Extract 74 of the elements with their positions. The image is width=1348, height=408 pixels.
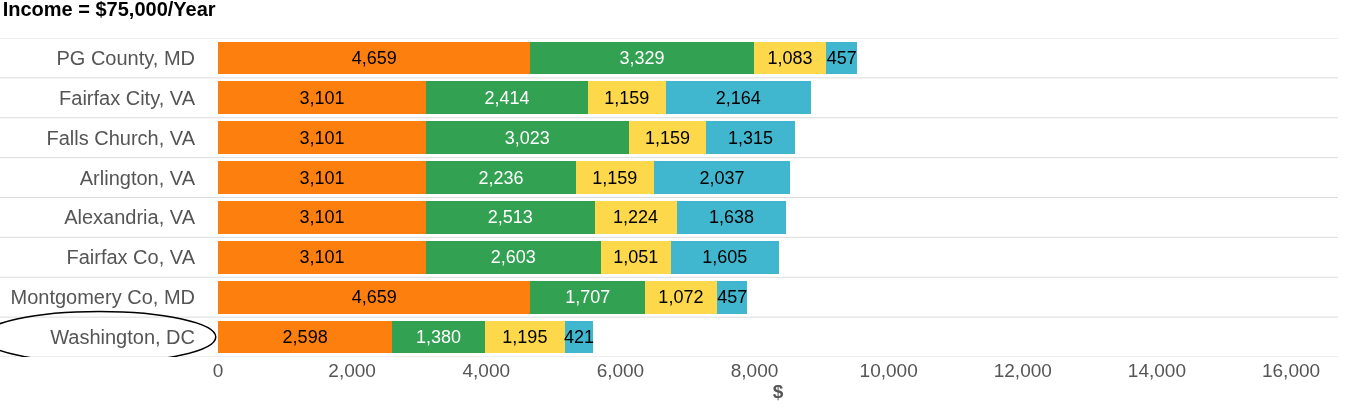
data-label: 1,159 xyxy=(604,87,650,108)
bar xyxy=(665,81,811,115)
bar xyxy=(425,240,601,274)
data-label: 1,083 xyxy=(767,47,813,68)
data-label: 1,159 xyxy=(645,127,691,148)
bar xyxy=(218,280,531,314)
y-tick-label: PG County, MD xyxy=(56,46,195,69)
data-label: 1,707 xyxy=(565,287,611,308)
bar xyxy=(594,201,677,234)
data-label: 2,598 xyxy=(282,327,328,348)
data-label: 3,101 xyxy=(299,247,345,268)
y-tick-label: Washington, DC xyxy=(50,326,195,349)
data-label: 1,159 xyxy=(592,167,638,188)
bar xyxy=(218,201,426,234)
chart-title: Income = $75,000/Year xyxy=(2,0,216,21)
y-tick-label: Montgomery Co, MD xyxy=(10,286,195,309)
x-tick-label: 8,000 xyxy=(730,360,779,381)
x-tick-label: 4,000 xyxy=(462,360,511,381)
y-tick-label: Arlington, VA xyxy=(79,166,196,189)
x-tick-label: 14,000 xyxy=(1127,360,1186,381)
bar xyxy=(676,201,787,234)
bar xyxy=(218,161,426,194)
y-tick-label: Alexandria, VA xyxy=(64,206,196,229)
data-label: 1,638 xyxy=(709,207,755,228)
x-tick-label: 6,000 xyxy=(596,360,645,381)
data-label: 3,101 xyxy=(299,127,345,148)
data-label: 2,037 xyxy=(699,167,745,188)
data-label: 2,236 xyxy=(478,167,524,188)
bar xyxy=(425,81,588,115)
bar xyxy=(218,240,426,274)
data-label: 3,101 xyxy=(299,167,345,188)
data-label: 1,195 xyxy=(502,327,548,348)
data-label: 2,164 xyxy=(715,87,761,108)
bar xyxy=(530,41,754,75)
bar xyxy=(530,280,645,314)
x-tick-label: 16,000 xyxy=(1261,360,1321,381)
x-tick-label: 12,000 xyxy=(993,360,1052,381)
data-label: 4,659 xyxy=(351,287,397,308)
x-tick-label: 0 xyxy=(212,360,224,381)
x-axis-title: $ xyxy=(772,381,784,402)
bar xyxy=(653,161,791,194)
data-label: 2,414 xyxy=(484,87,530,108)
data-label: 4,659 xyxy=(351,47,397,68)
bar xyxy=(218,121,426,155)
bar xyxy=(425,201,595,234)
data-label: 1,224 xyxy=(613,207,659,228)
bar xyxy=(425,161,576,194)
data-label: 2,513 xyxy=(487,207,533,228)
bar xyxy=(218,320,393,354)
bar xyxy=(587,81,666,115)
bar xyxy=(218,41,531,75)
y-tick-label: Falls Church, VA xyxy=(46,126,196,149)
bar xyxy=(644,280,717,314)
data-label: 3,023 xyxy=(504,127,550,148)
bar xyxy=(671,240,779,274)
data-label: 457 xyxy=(826,47,857,68)
data-label: 457 xyxy=(717,287,748,308)
data-label: 1,605 xyxy=(702,247,748,268)
data-label: 1,380 xyxy=(415,327,462,348)
y-tick-label: Fairfax City, VA xyxy=(59,86,196,109)
data-label: 1,315 xyxy=(728,127,774,148)
bar xyxy=(575,161,654,194)
data-label: 3,329 xyxy=(619,47,665,68)
x-tick-label: 2,000 xyxy=(328,360,376,381)
bar xyxy=(425,121,629,155)
data-label: 3,101 xyxy=(299,87,345,108)
x-tick-label: 10,000 xyxy=(859,360,918,381)
data-label: 1,072 xyxy=(658,287,704,308)
y-tick-label: Fairfax Co, VA xyxy=(66,246,196,269)
data-label: 3,101 xyxy=(299,207,345,228)
data-label: 1,051 xyxy=(613,247,659,268)
bar xyxy=(706,121,795,155)
data-label: 2,603 xyxy=(490,247,536,268)
bar xyxy=(218,81,426,115)
